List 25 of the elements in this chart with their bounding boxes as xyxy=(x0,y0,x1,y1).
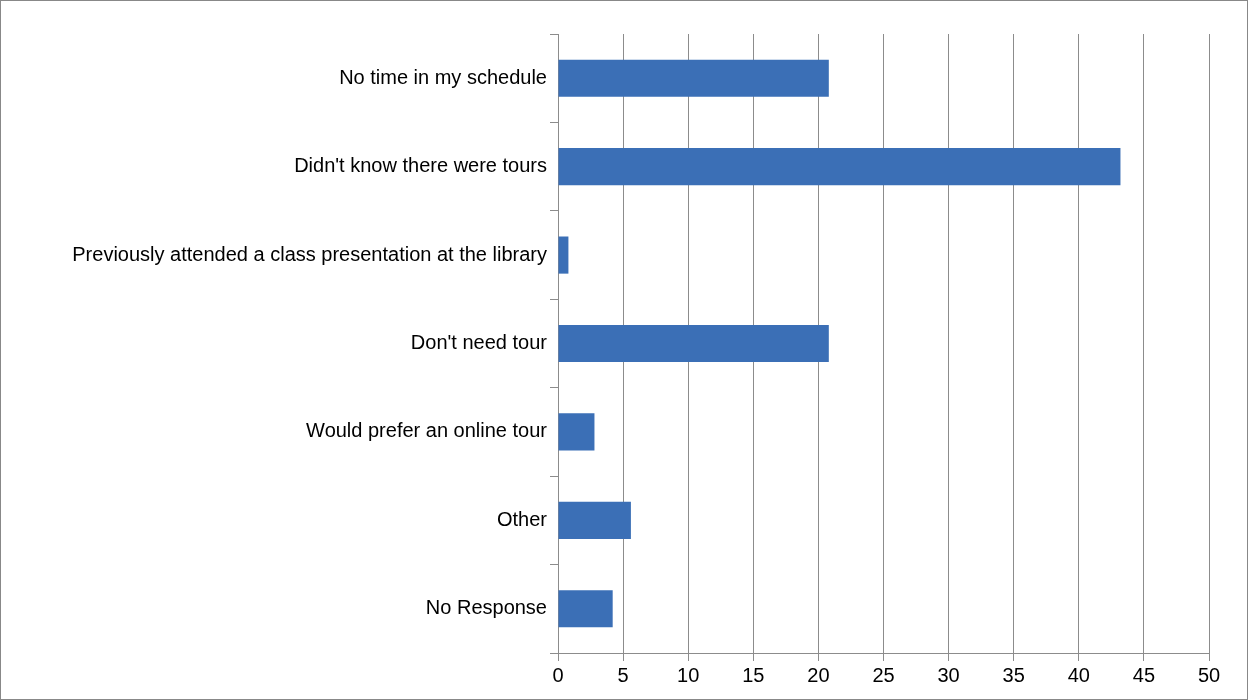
bar xyxy=(558,590,613,628)
y-tick-label: Didn't know there were tours xyxy=(294,154,547,177)
x-tick-label: 10 xyxy=(677,663,700,686)
x-tick-label: 20 xyxy=(807,663,830,686)
y-tick-label: Previously attended a class presentation at the library xyxy=(72,242,547,265)
y-tick-label: No time in my schedule xyxy=(339,65,547,88)
x-tick-label: 5 xyxy=(617,663,629,686)
x-tick-label: 0 xyxy=(552,663,564,686)
x-tick-label: 30 xyxy=(937,663,960,686)
bar xyxy=(558,59,829,97)
x-tick-label: 50 xyxy=(1197,663,1221,686)
bar xyxy=(558,413,595,451)
bar xyxy=(558,501,631,539)
y-tick-label: No Response xyxy=(425,596,547,619)
bar xyxy=(558,148,1121,186)
y-tick-label: Don't need tour xyxy=(410,331,548,354)
x-tick-label: 35 xyxy=(1002,663,1025,686)
x-tick-label: 15 xyxy=(742,663,765,686)
bar xyxy=(558,324,829,363)
x-tick-label: 40 xyxy=(1067,663,1090,686)
y-tick-label: Would prefer an online tour xyxy=(306,419,548,442)
x-tick-label: 25 xyxy=(872,663,895,686)
y-tick-label: Other xyxy=(496,507,548,530)
bar xyxy=(558,236,569,274)
x-tick-label: 45 xyxy=(1132,663,1156,686)
